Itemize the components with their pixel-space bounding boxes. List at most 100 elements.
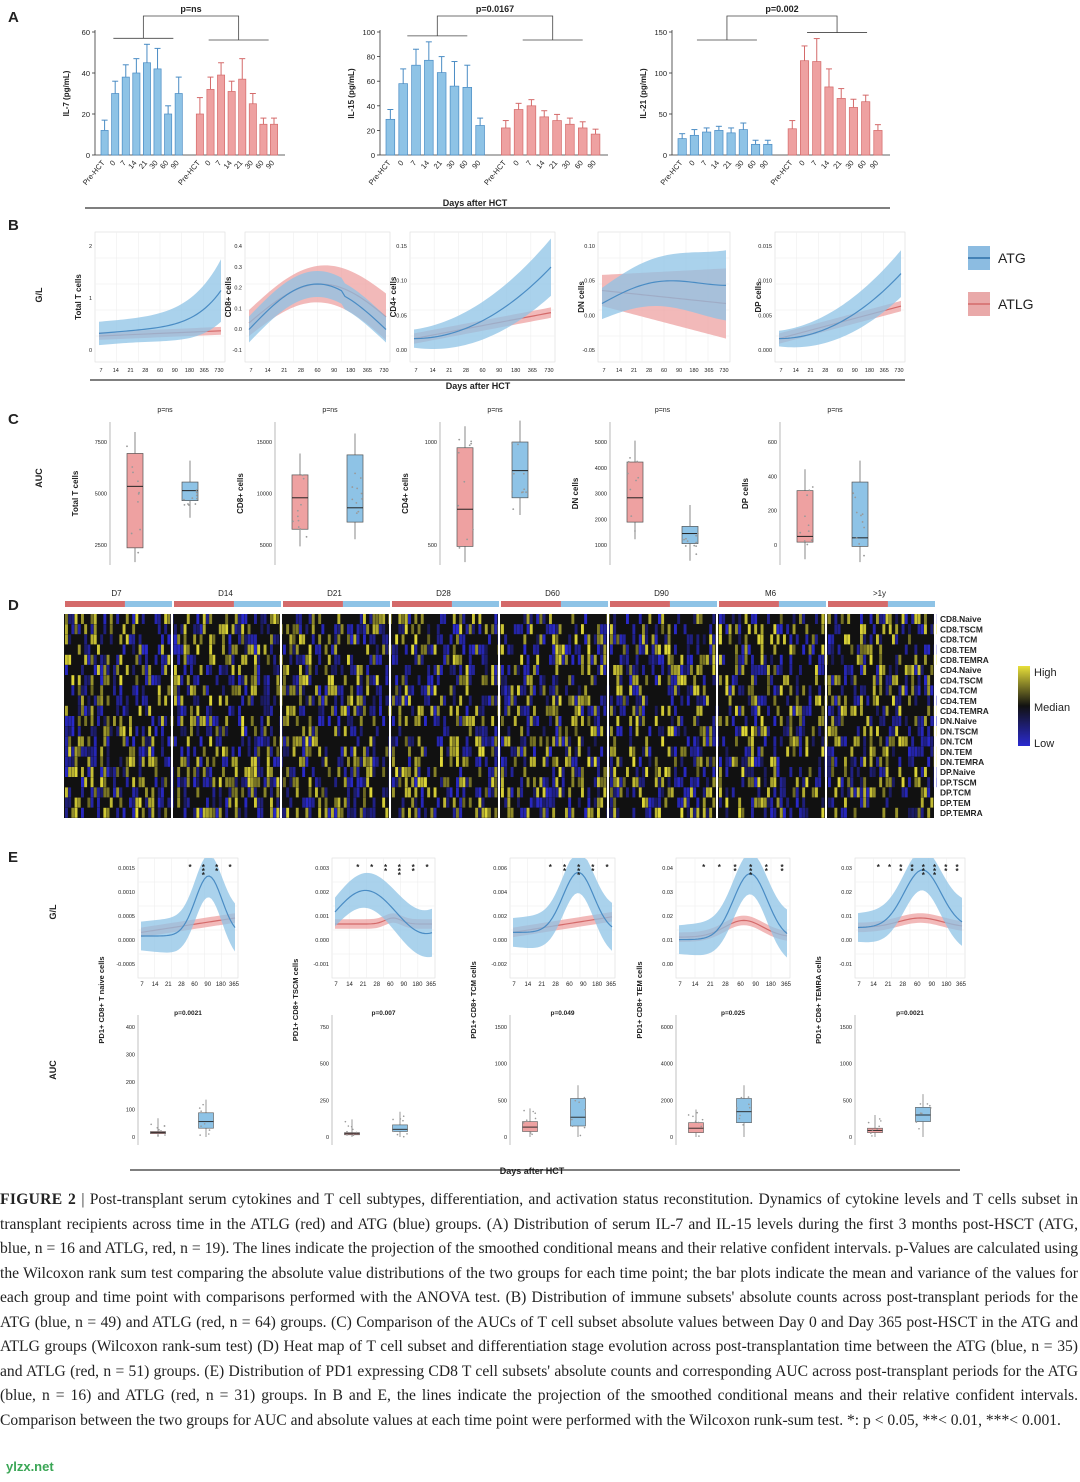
heatmap-cell <box>613 614 617 624</box>
heatmap-cell <box>225 695 229 706</box>
heatmap-cell <box>802 644 806 655</box>
atg-smooth-line <box>413 266 552 340</box>
heatmap-cell <box>577 654 581 665</box>
heatmap-cell <box>754 614 758 624</box>
atlg-point <box>867 1121 870 1124</box>
heatmap-cell <box>135 654 139 665</box>
heatmap-cell <box>202 614 206 624</box>
heatmap-cell <box>757 797 761 808</box>
heatmap-cell <box>719 767 722 777</box>
heatmap-cell <box>904 736 908 747</box>
heatmap-cell <box>84 777 88 788</box>
heatmap-cell <box>215 716 219 726</box>
atlg-bar <box>552 120 562 156</box>
heatmap-cell <box>273 736 277 747</box>
heatmap-cell <box>77 644 81 655</box>
heatmap-cell <box>789 705 793 716</box>
heatmap-cell <box>504 675 508 686</box>
heatmap-cell <box>334 726 338 737</box>
heatmap-cell <box>696 807 700 818</box>
heatmap-cell <box>154 726 158 737</box>
heatmap-cell <box>779 665 783 675</box>
heatmap-cell <box>71 624 75 635</box>
heatmap-cell <box>337 716 341 726</box>
heatmap-cell <box>805 705 809 716</box>
heatmap-cell <box>215 736 219 747</box>
atg-point <box>525 491 528 494</box>
y-tick-label: 2000 <box>661 1098 673 1104</box>
heatmap-cell <box>244 797 248 808</box>
atlg-point <box>138 491 140 494</box>
x-tick-label: 28 <box>142 368 148 374</box>
heatmap-cell <box>927 644 931 655</box>
x-tick-label: 28 <box>646 368 652 374</box>
heatmap-cell <box>71 675 75 686</box>
heatmap-cell <box>709 756 713 767</box>
heatmap-cell <box>305 675 309 686</box>
heatmap-cell <box>472 624 475 635</box>
heatmap-cell <box>917 675 921 686</box>
heatmap-cell <box>597 726 600 737</box>
atg-point <box>748 1106 751 1109</box>
y-tick-label: 0 <box>326 1135 329 1141</box>
heatmap-cell <box>65 767 68 777</box>
heatmap-cell <box>776 634 780 645</box>
heatmap-cell <box>789 644 793 655</box>
heatmap-cell <box>167 756 171 767</box>
heatmap-cell <box>860 705 863 716</box>
x-tick-label: 60 <box>566 982 573 988</box>
heatmap-cell <box>97 716 100 726</box>
y-tick-label: 0.02 <box>662 914 673 920</box>
heatmap-cell <box>433 807 437 818</box>
heatmap-cell <box>241 716 245 726</box>
atlg-point <box>296 515 299 518</box>
heatmap-cell <box>177 685 181 696</box>
heatmap-cell <box>754 695 758 706</box>
atg-point <box>396 1133 399 1136</box>
heatmap-cell <box>568 797 572 808</box>
heatmap-cell <box>917 614 921 624</box>
atlg-point <box>131 466 134 468</box>
heatmap-cell <box>728 685 732 696</box>
heatmap-cell <box>97 705 100 716</box>
atlg-bar <box>873 130 883 156</box>
heatmap-cell <box>93 665 97 675</box>
heatmap-cell <box>542 675 546 686</box>
y-tick-label: 400 <box>126 1025 135 1031</box>
star-mark: * <box>549 863 553 872</box>
caption-separator: | <box>76 1191 90 1208</box>
p-value: p=0.0167 <box>476 4 514 14</box>
atlg-point <box>346 1130 348 1133</box>
heatmap-cell <box>331 675 334 686</box>
atg-point <box>739 1114 741 1117</box>
x-tick-label: 28 <box>373 982 380 988</box>
atlg-point <box>696 1111 699 1114</box>
heatmap-cell <box>459 675 463 686</box>
atg-box <box>346 454 364 523</box>
heatmap-cell <box>648 797 652 808</box>
heatmap-cell <box>113 767 116 777</box>
star-mark: * <box>398 871 402 880</box>
heatmap-cell <box>234 797 238 808</box>
heatmap-cell <box>241 624 245 635</box>
heatmap-cell <box>440 665 443 675</box>
atlg-point <box>466 538 469 541</box>
heatmap-cell <box>475 756 479 767</box>
heatmap-cell <box>93 634 97 645</box>
heatmap-cell <box>808 705 812 716</box>
heatmap-cell <box>103 675 107 686</box>
atg-point <box>187 504 190 506</box>
heatmap-cell <box>427 644 431 655</box>
heatmap-cell <box>305 665 309 675</box>
heatmap-cell <box>433 705 437 716</box>
heatmap-cell <box>84 675 88 686</box>
heatmap-cell <box>738 665 742 675</box>
heatmap-cell <box>324 756 328 767</box>
heatmap-cell <box>222 746 225 757</box>
heatmap-cell <box>462 634 466 645</box>
row-label: CD8.TEMRA <box>940 655 989 665</box>
heatmap-cell <box>795 685 799 696</box>
heatmap-cell <box>776 624 780 635</box>
heatmap-cell <box>542 634 546 645</box>
heatmap-cell <box>276 675 280 686</box>
